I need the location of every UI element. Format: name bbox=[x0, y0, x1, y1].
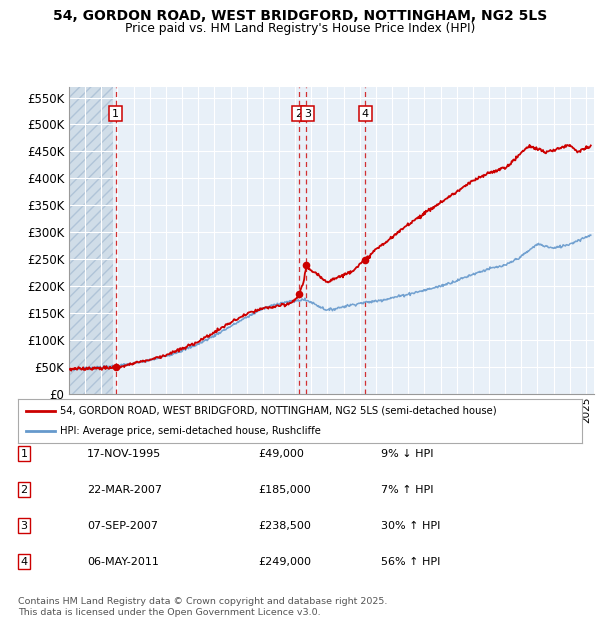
Text: £185,000: £185,000 bbox=[258, 485, 311, 495]
Text: 17-NOV-1995: 17-NOV-1995 bbox=[87, 449, 161, 459]
Text: 2: 2 bbox=[20, 485, 28, 495]
Text: 56% ↑ HPI: 56% ↑ HPI bbox=[381, 557, 440, 567]
Text: 54, GORDON ROAD, WEST BRIDGFORD, NOTTINGHAM, NG2 5LS (semi-detached house): 54, GORDON ROAD, WEST BRIDGFORD, NOTTING… bbox=[60, 405, 497, 416]
Text: 1: 1 bbox=[112, 108, 119, 118]
Text: 54, GORDON ROAD, WEST BRIDGFORD, NOTTINGHAM, NG2 5LS: 54, GORDON ROAD, WEST BRIDGFORD, NOTTING… bbox=[53, 9, 547, 23]
Text: 3: 3 bbox=[20, 521, 28, 531]
Text: £238,500: £238,500 bbox=[258, 521, 311, 531]
Text: 22-MAR-2007: 22-MAR-2007 bbox=[87, 485, 162, 495]
Text: 9% ↓ HPI: 9% ↓ HPI bbox=[381, 449, 433, 459]
Text: 7% ↑ HPI: 7% ↑ HPI bbox=[381, 485, 433, 495]
Text: £49,000: £49,000 bbox=[258, 449, 304, 459]
Text: 3: 3 bbox=[304, 108, 311, 118]
Text: 4: 4 bbox=[20, 557, 28, 567]
Text: 06-MAY-2011: 06-MAY-2011 bbox=[87, 557, 159, 567]
Text: 30% ↑ HPI: 30% ↑ HPI bbox=[381, 521, 440, 531]
Bar bbox=[69, 87, 113, 394]
Text: Contains HM Land Registry data © Crown copyright and database right 2025.
This d: Contains HM Land Registry data © Crown c… bbox=[18, 598, 388, 617]
Text: 1: 1 bbox=[20, 449, 28, 459]
Text: HPI: Average price, semi-detached house, Rushcliffe: HPI: Average price, semi-detached house,… bbox=[60, 426, 321, 436]
Text: 2: 2 bbox=[295, 108, 302, 118]
Text: £249,000: £249,000 bbox=[258, 557, 311, 567]
Text: 07-SEP-2007: 07-SEP-2007 bbox=[87, 521, 158, 531]
Text: Price paid vs. HM Land Registry's House Price Index (HPI): Price paid vs. HM Land Registry's House … bbox=[125, 22, 475, 35]
Text: 4: 4 bbox=[362, 108, 369, 118]
